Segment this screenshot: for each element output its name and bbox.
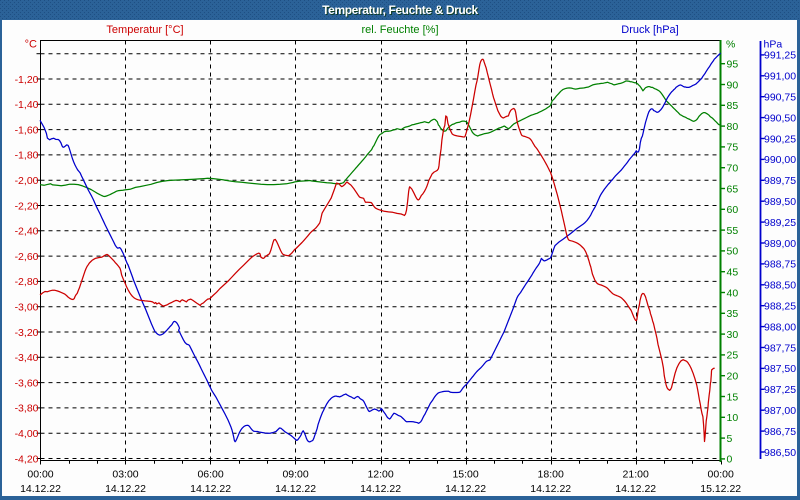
svg-text:-1,20: -1,20: [15, 74, 39, 86]
svg-text:18:00: 18:00: [538, 469, 564, 481]
svg-text:30: 30: [727, 329, 739, 341]
svg-text:80: 80: [727, 121, 739, 133]
svg-text:14.12.22: 14.12.22: [445, 483, 486, 495]
svg-text:988,00: 988,00: [764, 321, 796, 333]
svg-text:0: 0: [727, 454, 733, 466]
svg-text:-1,60: -1,60: [15, 124, 39, 136]
svg-text:55: 55: [727, 225, 739, 237]
svg-text:°C: °C: [25, 39, 37, 51]
svg-text:25: 25: [727, 350, 739, 362]
svg-text:90: 90: [727, 79, 739, 91]
svg-text:989,00: 989,00: [764, 238, 796, 250]
svg-text:14.12.22: 14.12.22: [615, 483, 656, 495]
svg-text:-1,40: -1,40: [15, 99, 39, 111]
svg-text:991,00: 991,00: [764, 71, 796, 83]
svg-text:03:00: 03:00: [112, 469, 138, 481]
svg-text:rel. Feuchte [%]: rel. Feuchte [%]: [361, 24, 438, 36]
svg-text:20: 20: [727, 371, 739, 383]
svg-text:990,50: 990,50: [764, 112, 796, 124]
svg-text:14.12.22: 14.12.22: [20, 483, 61, 495]
svg-text:-2,80: -2,80: [15, 276, 39, 288]
svg-text:-1,80: -1,80: [15, 150, 39, 162]
svg-text:40: 40: [727, 287, 739, 299]
svg-text:21:00: 21:00: [623, 469, 649, 481]
svg-text:15:00: 15:00: [452, 469, 478, 481]
svg-text:Druck [hPa]: Druck [hPa]: [621, 24, 678, 36]
svg-text:989,75: 989,75: [764, 175, 796, 187]
svg-text:-3,20: -3,20: [15, 327, 39, 339]
svg-text:Temperatur [°C]: Temperatur [°C]: [106, 24, 183, 36]
svg-text:990,00: 990,00: [764, 154, 796, 166]
svg-text:987,25: 987,25: [764, 384, 796, 396]
svg-text:-2,00: -2,00: [15, 175, 39, 187]
svg-text:5: 5: [727, 433, 733, 445]
svg-text:09:00: 09:00: [282, 469, 308, 481]
svg-text:%: %: [726, 39, 735, 51]
svg-text:989,50: 989,50: [764, 196, 796, 208]
svg-text:988,75: 988,75: [764, 259, 796, 271]
svg-text:988,50: 988,50: [764, 280, 796, 292]
svg-text:06:00: 06:00: [197, 469, 223, 481]
svg-text:hPa: hPa: [764, 39, 783, 51]
svg-text:-4,00: -4,00: [15, 428, 39, 440]
svg-text:00:00: 00:00: [27, 469, 53, 481]
svg-text:35: 35: [727, 308, 739, 320]
svg-text:14.12.22: 14.12.22: [530, 483, 571, 495]
svg-text:14.12.22: 14.12.22: [360, 483, 401, 495]
svg-text:85: 85: [727, 100, 739, 112]
svg-text:-3,00: -3,00: [15, 302, 39, 314]
svg-text:-3,60: -3,60: [15, 377, 39, 389]
svg-text:45: 45: [727, 267, 739, 279]
svg-text:70: 70: [727, 163, 739, 175]
svg-text:50: 50: [727, 246, 739, 258]
svg-text:00:00: 00:00: [708, 469, 734, 481]
svg-text:-3,80: -3,80: [15, 403, 39, 415]
svg-text:14.12.22: 14.12.22: [190, 483, 231, 495]
svg-text:987,50: 987,50: [764, 363, 796, 375]
svg-text:991,25: 991,25: [764, 50, 796, 62]
svg-text:-2,20: -2,20: [15, 200, 39, 212]
svg-text:75: 75: [727, 142, 739, 154]
svg-text:Temperatur, Feuchte & Druck: Temperatur, Feuchte & Druck: [322, 3, 478, 17]
svg-text:986,75: 986,75: [764, 426, 796, 438]
svg-text:14.12.22: 14.12.22: [105, 483, 146, 495]
svg-text:986,50: 986,50: [764, 447, 796, 459]
svg-text:-3,40: -3,40: [15, 352, 39, 364]
svg-text:-2,40: -2,40: [15, 226, 39, 238]
svg-text:95: 95: [727, 59, 739, 71]
svg-text:12:00: 12:00: [367, 469, 393, 481]
svg-text:14.12.22: 14.12.22: [275, 483, 316, 495]
svg-text:987,00: 987,00: [764, 405, 796, 417]
svg-text:989,25: 989,25: [764, 217, 796, 229]
svg-text:990,25: 990,25: [764, 133, 796, 145]
svg-text:65: 65: [727, 183, 739, 195]
svg-text:60: 60: [727, 204, 739, 216]
svg-text:10: 10: [727, 412, 739, 424]
svg-text:-2,60: -2,60: [15, 251, 39, 263]
svg-text:15: 15: [727, 391, 739, 403]
svg-text:-4,20: -4,20: [15, 453, 39, 465]
svg-text:990,75: 990,75: [764, 92, 796, 104]
svg-text:988,25: 988,25: [764, 301, 796, 313]
svg-text:987,75: 987,75: [764, 342, 796, 354]
svg-text:15.12.22: 15.12.22: [700, 483, 741, 495]
svg-text:Temperatur, Feuchte & Druck: Temperatur, Feuchte & Druck: [323, 4, 479, 18]
